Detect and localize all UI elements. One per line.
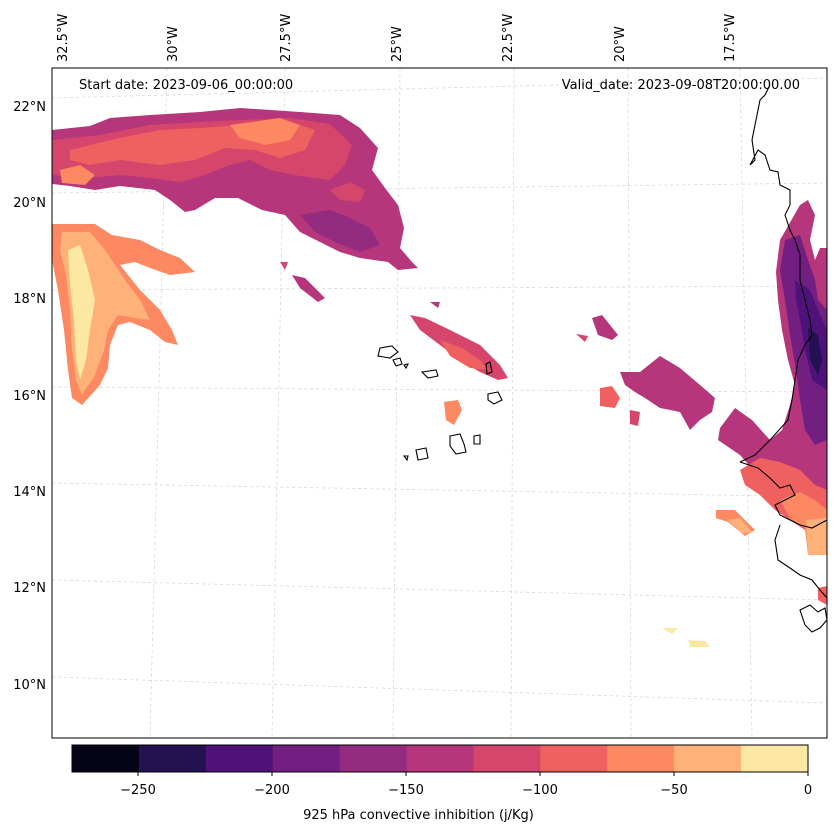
lon-label: 30°W <box>166 26 181 62</box>
lat-label: 10°N <box>13 678 46 693</box>
map-frame <box>51 67 828 739</box>
lat-label: 20°N <box>13 196 46 211</box>
colorbar-tick-label: −200 <box>254 783 290 798</box>
colorbar-segment <box>540 745 608 772</box>
lat-label: 14°N <box>13 485 46 500</box>
colorbar-segment <box>741 745 809 772</box>
colorbar-tick-label: −100 <box>522 783 558 798</box>
lat-label: 22°N <box>13 100 46 115</box>
colorbar-tick-label: −50 <box>660 783 687 798</box>
colorbar-segment <box>607 745 675 772</box>
longitude-labels: 32.5°W 30°W 27.5°W 25°W 22.5°W 20°W 17.5… <box>56 14 738 62</box>
colorbar-segment <box>339 745 408 772</box>
latitude-labels: 22°N 20°N 18°N 16°N 14°N 12°N 10°N <box>13 100 46 693</box>
colorbar-segment <box>205 745 274 772</box>
colorbar-segment <box>406 745 474 772</box>
valid-date-label: Valid_date: 2023-09-08T20:00:00.00 <box>561 78 800 93</box>
colorbar-tick-labels: −250 −200 −150 −100 −50 0 <box>120 783 812 798</box>
lon-label: 27.5°W <box>279 14 294 62</box>
lat-label: 12°N <box>13 581 46 596</box>
lat-label: 18°N <box>13 292 46 307</box>
coastlines <box>377 84 828 633</box>
lat-label: 16°N <box>13 389 46 404</box>
lon-label: 20°W <box>613 26 628 62</box>
colorbar <box>71 744 809 776</box>
colorbar-tick-label: −250 <box>120 783 156 798</box>
colorbar-segment <box>72 745 140 772</box>
colorbar-frame <box>71 744 809 773</box>
colorbar-segment <box>272 745 341 772</box>
colorbar-title: 925 hPa convective inhibition (j/Kg) <box>303 808 534 823</box>
colorbar-segment <box>138 745 207 772</box>
lon-label: 22.5°W <box>501 14 516 62</box>
colorbar-segment <box>674 745 742 772</box>
start-date-label: Start date: 2023-09-06_00:00:00 <box>79 78 294 93</box>
cin-contours <box>52 108 827 647</box>
colorbar-tick-label: 0 <box>804 783 812 798</box>
lon-label: 17.5°W <box>723 14 738 62</box>
colorbar-segment <box>473 745 541 772</box>
colorbar-tick-label: −150 <box>388 783 424 798</box>
lon-label: 25°W <box>390 26 405 62</box>
lon-label: 32.5°W <box>56 14 71 62</box>
